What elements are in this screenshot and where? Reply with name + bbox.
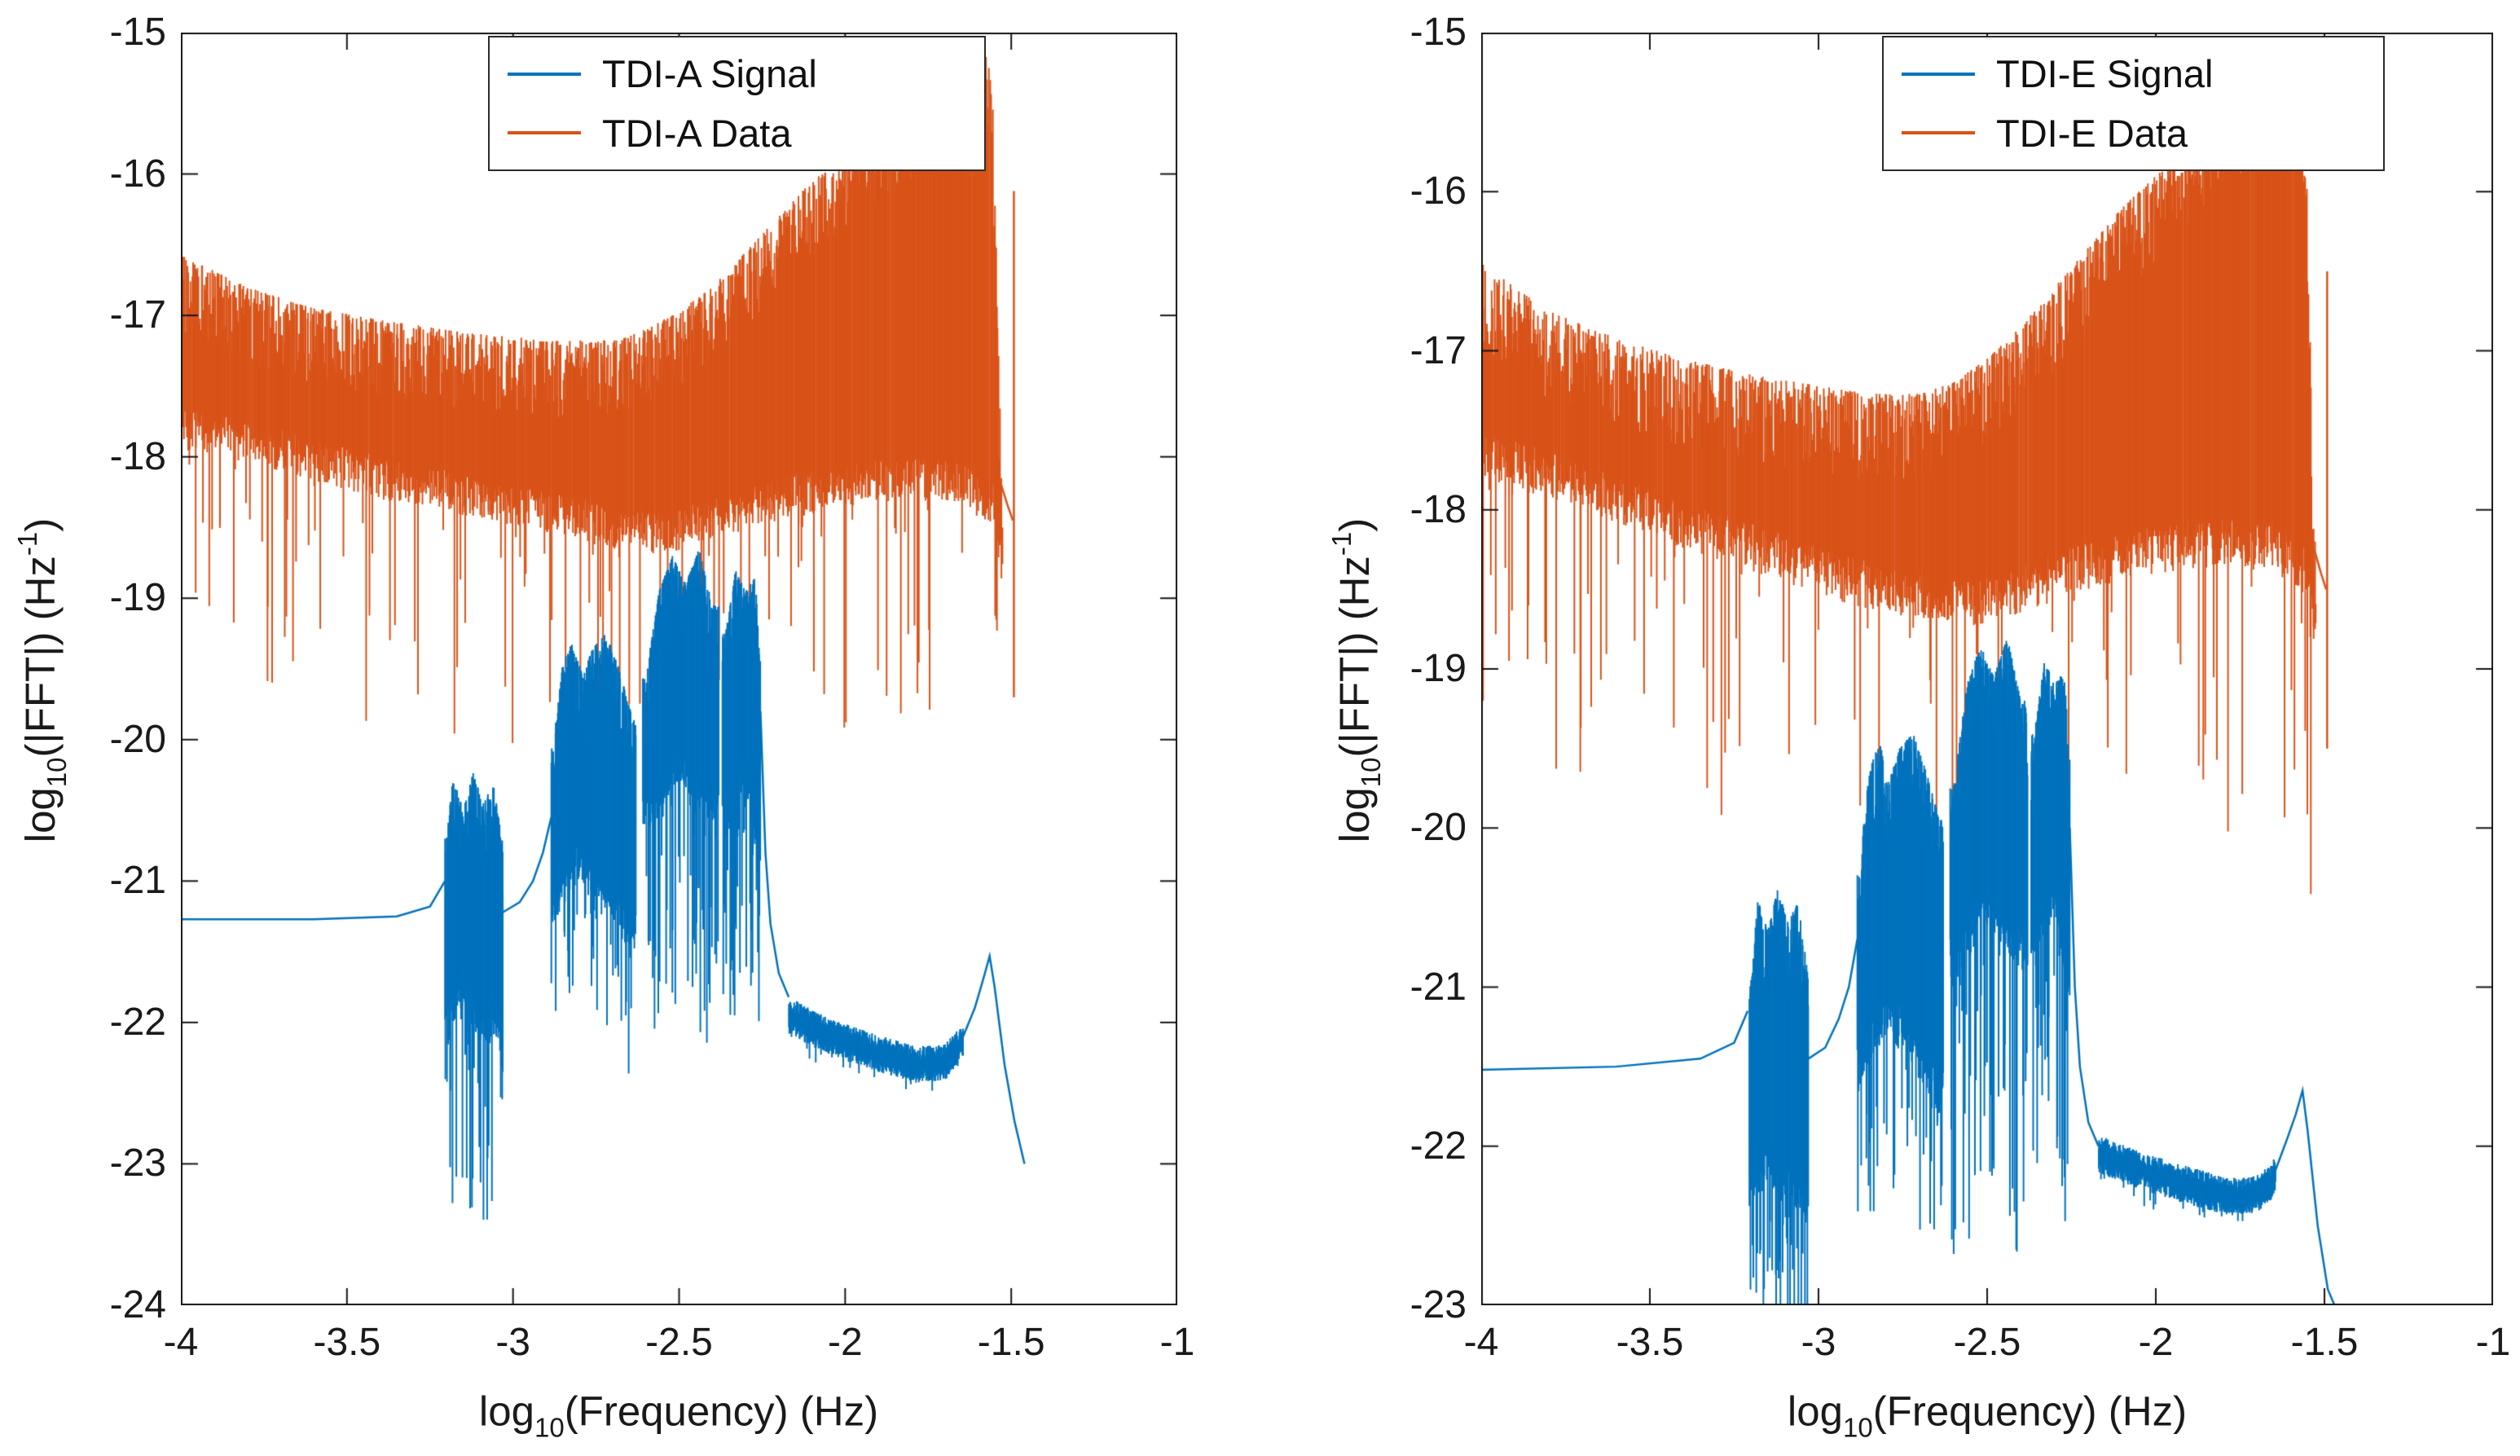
y-tick-label: -17 — [109, 293, 166, 337]
y-label-log: log — [17, 787, 64, 843]
y-tick-label: -18 — [1410, 487, 1467, 531]
tdi-a-plot-area — [181, 33, 1177, 1305]
y-tick-label: -20 — [109, 717, 166, 761]
legend-label: TDI-A Data — [602, 111, 792, 155]
legend-item-tdi-a-data: TDI-A Data — [490, 111, 984, 156]
x-tick-label: -3.5 — [313, 1321, 381, 1364]
tdi-e-signal-line-swatch — [1902, 72, 1975, 76]
y-tick-label: -22 — [109, 1000, 166, 1044]
y-tick-label: -21 — [109, 859, 166, 903]
x-tick-label: -2.5 — [1953, 1321, 2021, 1364]
x-label-post: (Frequency) (Hz) — [1872, 1388, 2188, 1435]
x-tick-label: -1.5 — [2290, 1321, 2359, 1364]
y-tick-label: -17 — [1410, 328, 1467, 372]
x-label-sub10: 10 — [534, 1412, 565, 1443]
legend-item-tdi-e-signal: TDI-E Signal — [1884, 51, 2383, 96]
tdi-e-x-axis-label: log10(Frequency) (Hz) — [1788, 1388, 2187, 1444]
x-label-log: log — [1787, 1388, 1843, 1435]
y-tick-label: -21 — [1410, 965, 1467, 1009]
y-tick-label: -15 — [109, 11, 166, 54]
y-tick-label: -24 — [109, 1283, 166, 1326]
y-tick-label: -16 — [1410, 169, 1467, 213]
y-tick-label: -19 — [109, 576, 166, 620]
tdi-e-data-line-swatch — [1902, 131, 1975, 135]
tdi-a-x-axis-label: log10(Frequency) (Hz) — [479, 1388, 878, 1444]
x-tick-label: -1 — [2475, 1321, 2511, 1364]
x-tick-label: -1 — [1159, 1321, 1195, 1364]
y-tick-label: -23 — [1410, 1283, 1467, 1326]
x-tick-label: -1.5 — [977, 1321, 1045, 1364]
x-tick-label: -3 — [1801, 1321, 1836, 1364]
x-tick-label: -2.5 — [645, 1321, 713, 1364]
x-tick-label: -4 — [1463, 1321, 1499, 1364]
y-tick-label: -22 — [1410, 1124, 1467, 1168]
x-tick-label: -2 — [827, 1321, 863, 1364]
y-label-sub10: 10 — [42, 757, 72, 788]
x-tick-label: -3 — [495, 1321, 530, 1364]
legend-item-tdi-a-signal: TDI-A Signal — [490, 51, 984, 96]
legend-label: TDI-E Signal — [1996, 52, 2214, 96]
tdi-e-plot-area — [1481, 33, 2493, 1305]
x-tick-label: -3.5 — [1616, 1321, 1684, 1364]
y-label-sub10: 10 — [1356, 757, 1386, 788]
tdi-e-legend: TDI-E Signal TDI-E Data — [1882, 36, 2385, 171]
tdi-a-y-axis-label: log10(|FFT|) (Hz-1) — [12, 518, 73, 843]
tdi-a-legend: TDI-A Signal TDI-A Data — [488, 36, 986, 171]
tdi-a-signal-line-swatch — [508, 72, 581, 76]
y-label-sup: -1 — [1326, 531, 1357, 556]
y-tick-label: -15 — [1410, 11, 1467, 54]
x-tick-label: -4 — [163, 1321, 199, 1364]
x-label-sub10: 10 — [1842, 1412, 1873, 1443]
x-tick-label: -2 — [2138, 1321, 2174, 1364]
y-tick-label: -20 — [1410, 806, 1467, 850]
x-label-post: (Frequency) (Hz) — [564, 1388, 879, 1435]
legend-label: TDI-E Data — [1996, 111, 2188, 155]
y-tick-label: -19 — [1410, 647, 1467, 690]
y-tick-label: -23 — [109, 1141, 166, 1185]
y-tick-label: -16 — [109, 152, 166, 196]
y-label-post: ) — [17, 517, 64, 532]
tdi-a-data-line-swatch — [508, 131, 581, 135]
y-label-sup: -1 — [12, 531, 42, 556]
y-tick-label: -18 — [109, 434, 166, 478]
legend-label: TDI-A Signal — [602, 52, 817, 96]
legend-item-tdi-e-data: TDI-E Data — [1884, 111, 2383, 156]
x-label-log: log — [478, 1388, 534, 1435]
